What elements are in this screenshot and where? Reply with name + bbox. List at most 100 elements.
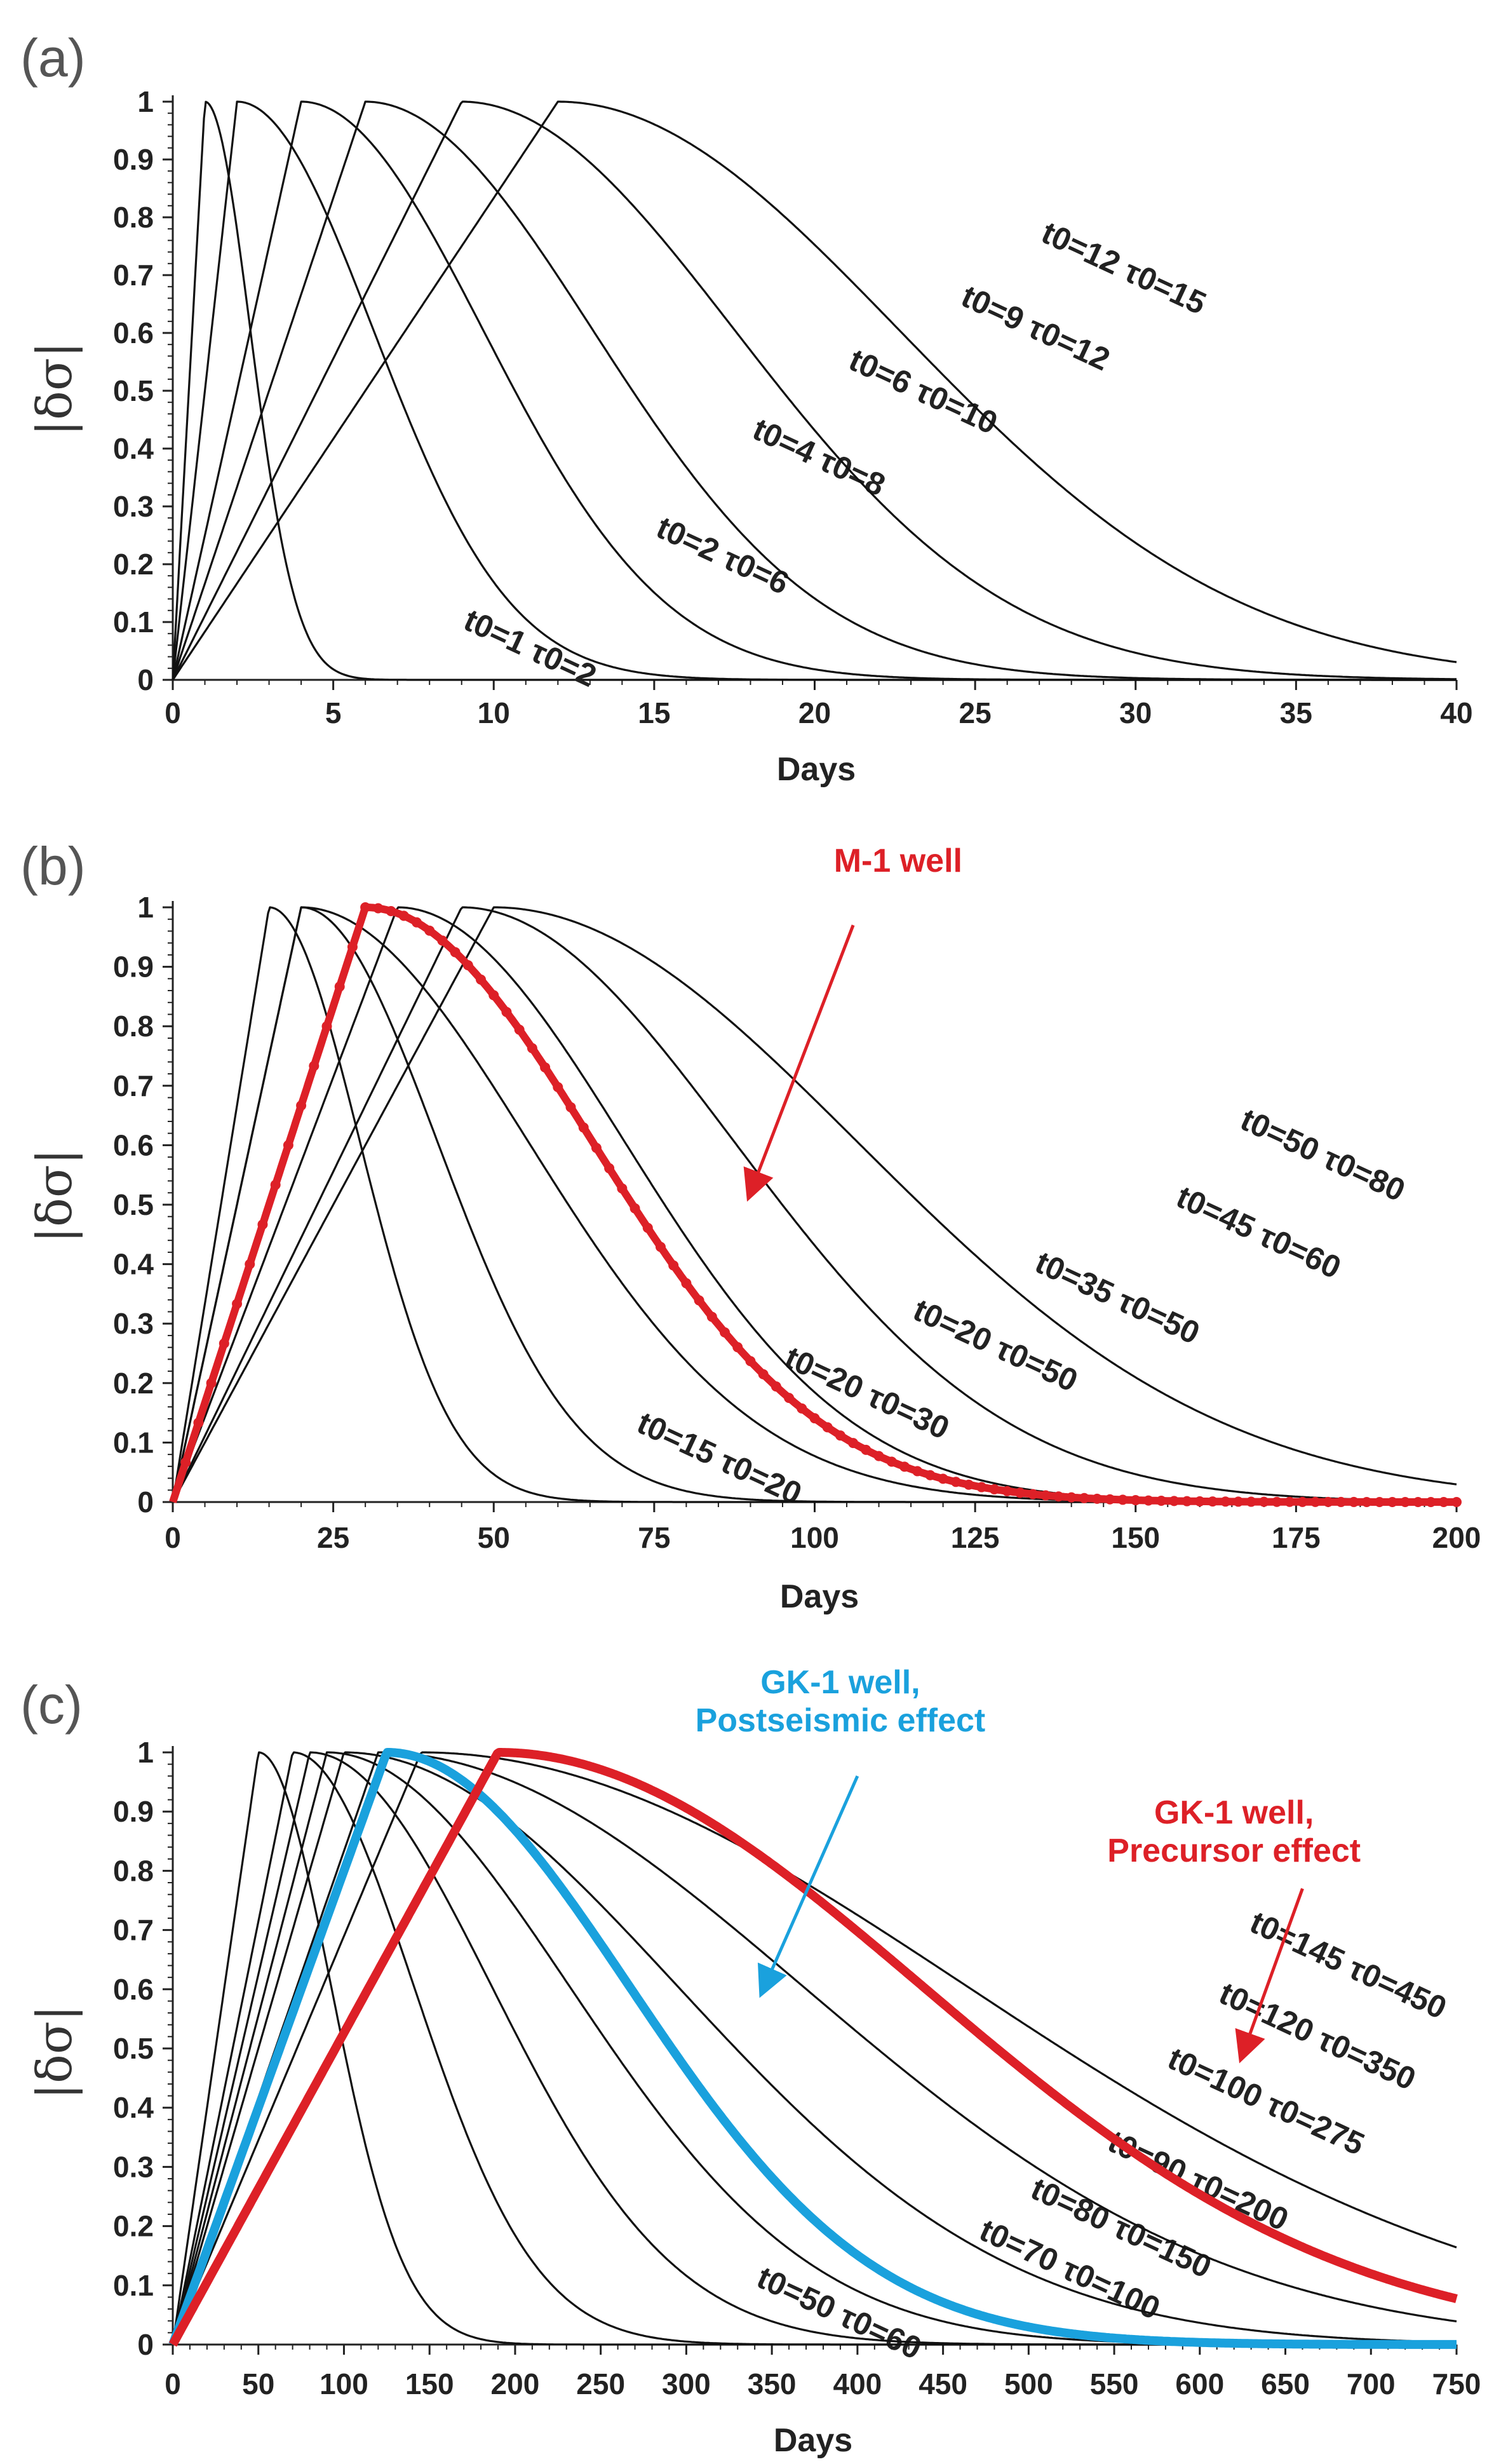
data-point — [912, 1466, 923, 1477]
curve-label: t0=20 τ0=30 — [779, 1339, 955, 1446]
data-point — [578, 1122, 589, 1133]
x-tick-label: 400 — [833, 2367, 882, 2400]
x-tick-label: 25 — [317, 1521, 349, 1554]
x-tick-label: 0 — [165, 1521, 181, 1554]
data-point — [1105, 1494, 1115, 1505]
data-point — [1053, 1491, 1064, 1502]
data-point — [861, 1444, 872, 1455]
x-tick-label: 125 — [951, 1521, 1000, 1554]
data-point — [476, 974, 487, 985]
data-point — [1117, 1494, 1128, 1505]
curve-label: t0=12 τ0=15 — [1037, 215, 1212, 322]
annotation-arrow — [757, 1775, 859, 1998]
data-point — [591, 1142, 602, 1153]
y-tick-label: 0.9 — [113, 143, 154, 176]
data-point — [873, 1451, 884, 1461]
data-point — [565, 1102, 576, 1113]
data-point — [411, 917, 422, 928]
panel-label: (b) — [20, 836, 86, 896]
data-point — [1400, 1496, 1411, 1507]
y-tick-label: 0.9 — [113, 951, 154, 984]
data-point — [668, 1260, 679, 1271]
data-point — [321, 1021, 332, 1032]
data-point — [360, 902, 371, 912]
data-point — [180, 1457, 191, 1468]
data-point — [886, 1456, 897, 1467]
x-tick-label: 200 — [1432, 1521, 1481, 1554]
data-point — [309, 1060, 320, 1071]
data-point — [1284, 1496, 1295, 1507]
y-tick-label: 0.4 — [113, 432, 154, 465]
y-tick-label: 0.7 — [113, 259, 154, 292]
x-tick-label: 150 — [405, 2367, 454, 2400]
curve-label: t0=9 τ0=12 — [956, 278, 1115, 378]
data-point — [1374, 1496, 1385, 1507]
data-point — [1079, 1493, 1089, 1503]
x-axis-label: Days — [780, 1578, 859, 1615]
annotation-label: GK-1 well, — [760, 1664, 920, 1701]
y-tick-label: 0.1 — [113, 606, 154, 639]
data-point — [745, 1356, 756, 1367]
data-point — [964, 1479, 974, 1490]
data-point — [1208, 1496, 1218, 1507]
data-point — [1040, 1490, 1051, 1501]
data-point — [334, 981, 345, 992]
data-point — [540, 1062, 551, 1073]
y-tick-label: 0.1 — [113, 1426, 154, 1459]
series-line — [172, 906, 1457, 1503]
data-point — [1233, 1496, 1244, 1507]
curve-label: t0=4 τ0=8 — [748, 411, 891, 503]
x-tick-label: 450 — [919, 2367, 967, 2400]
curve-label: t0=50 τ0=60 — [752, 2259, 927, 2366]
data-point — [617, 1183, 628, 1194]
series-line — [172, 100, 1457, 680]
data-point — [527, 1043, 537, 1053]
y-tick-label: 0.5 — [113, 374, 154, 407]
data-point — [1002, 1486, 1013, 1496]
data-point — [514, 1024, 525, 1035]
annotation-label: GK-1 well, — [1154, 1794, 1314, 1831]
data-point — [283, 1140, 293, 1151]
y-axis-label: |δσ| — [26, 1149, 83, 1243]
curve-label: t0=35 τ0=50 — [1030, 1244, 1205, 1351]
data-point — [347, 942, 358, 952]
data-point — [1014, 1487, 1025, 1498]
x-tick-label: 50 — [242, 2367, 274, 2400]
x-tick-label: 200 — [491, 2367, 540, 2400]
curve-label: t0=20 τ0=50 — [908, 1292, 1083, 1398]
y-tick-label: 0.4 — [113, 1248, 154, 1281]
data-point — [629, 1203, 640, 1214]
data-point — [706, 1311, 717, 1322]
y-tick-label: 0.8 — [113, 1854, 154, 1887]
data-point — [1066, 1492, 1077, 1503]
y-tick-label: 0.7 — [113, 1069, 154, 1102]
data-point — [848, 1438, 859, 1449]
x-tick-label: 750 — [1432, 2367, 1481, 2400]
data-point — [1143, 1495, 1154, 1506]
data-point — [1181, 1496, 1192, 1506]
data-point — [732, 1342, 743, 1353]
data-point — [398, 910, 409, 921]
data-point — [784, 1393, 795, 1404]
data-point — [809, 1413, 820, 1424]
data-point — [771, 1381, 781, 1392]
x-tick-label: 10 — [478, 696, 510, 729]
x-tick-label: 100 — [320, 2367, 368, 2400]
x-tick-label: 250 — [576, 2367, 625, 2400]
data-point — [206, 1378, 217, 1388]
y-tick-label: 1 — [137, 891, 154, 924]
data-point — [553, 1081, 563, 1092]
y-tick-label: 0.7 — [113, 1914, 154, 1947]
data-point — [1310, 1496, 1321, 1507]
data-point — [720, 1327, 730, 1338]
data-point — [1387, 1496, 1397, 1507]
series-line — [168, 1748, 1460, 2349]
y-tick-label: 0.3 — [113, 490, 154, 523]
annotation-label-line2: Precursor effect — [1107, 1832, 1361, 1869]
x-tick-label: 15 — [638, 696, 670, 729]
series-line — [172, 1751, 1457, 2345]
y-tick-label: 0.2 — [113, 548, 154, 581]
chart-panel-a: (a) |δσ| Days 0 0.1 0.2 0.3 0.4 0.5 0.6 0.7 0.8 0… — [20, 28, 1473, 788]
annotation-arrow — [743, 924, 855, 1202]
data-point — [462, 960, 473, 971]
